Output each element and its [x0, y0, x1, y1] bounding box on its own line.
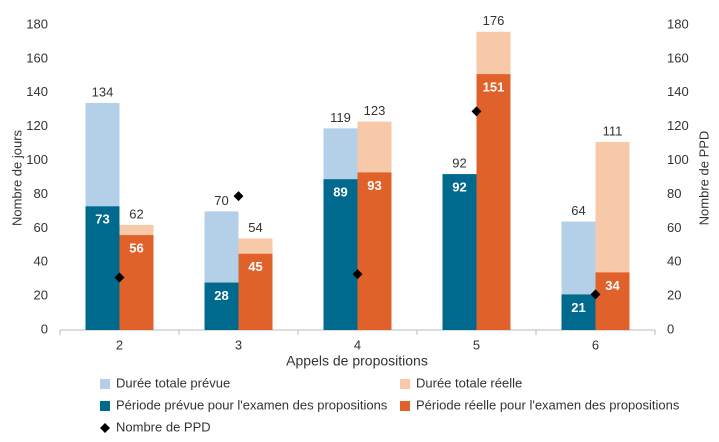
x-tick-label: 5 — [473, 337, 480, 352]
y-axis-title: Nombre de jours — [9, 129, 24, 226]
bar — [85, 206, 120, 330]
y2-tick-label: 120 — [667, 118, 689, 133]
legend-swatch — [100, 401, 110, 411]
total-label: 123 — [364, 103, 386, 118]
y-tick-label: 140 — [26, 84, 48, 99]
y2-tick-label: 80 — [667, 186, 681, 201]
ppd-marker — [352, 269, 363, 280]
total-label: 119 — [330, 110, 351, 125]
bar — [595, 272, 630, 330]
total-label: 70 — [214, 193, 228, 208]
legend-marker — [100, 423, 110, 433]
y-tick-label: 60 — [34, 220, 48, 235]
period-label: 92 — [452, 180, 466, 195]
legend-label: Période réelle pour l'examen des proposi… — [416, 397, 680, 412]
x-tick-label: 6 — [592, 337, 599, 352]
total-label: 111 — [603, 123, 623, 138]
period-label: 151 — [483, 80, 505, 95]
y-tick-label: 0 — [41, 321, 48, 336]
period-label: 93 — [367, 178, 381, 193]
ppd-marker — [590, 289, 601, 300]
period-label: 45 — [248, 259, 262, 274]
x-tick-label: 4 — [354, 337, 361, 352]
y-tick-label: 160 — [26, 50, 48, 65]
y2-tick-label: 40 — [667, 254, 681, 269]
x-tick-label: 3 — [235, 337, 242, 352]
period-label: 73 — [95, 212, 109, 227]
x-tick-label: 2 — [116, 337, 123, 352]
bar — [204, 282, 239, 330]
bar — [442, 174, 477, 330]
period-label: 28 — [214, 288, 228, 303]
legend-label: Durée totale réelle — [416, 375, 522, 390]
y2-tick-label: 160 — [667, 50, 689, 65]
legend-swatch — [100, 379, 110, 389]
total-label: 92 — [452, 156, 466, 171]
y2-tick-label: 180 — [667, 16, 689, 31]
y2-tick-label: 0 — [667, 321, 674, 336]
bar — [238, 253, 273, 330]
ppd-marker — [114, 272, 125, 283]
y-tick-label: 80 — [34, 186, 48, 201]
legend-swatch — [400, 379, 410, 389]
period-label: 34 — [605, 278, 620, 293]
y2-tick-label: 20 — [667, 288, 681, 303]
total-label: 62 — [129, 206, 143, 221]
y-tick-label: 100 — [26, 152, 48, 167]
y-tick-label: 40 — [34, 254, 48, 269]
bar — [357, 172, 392, 330]
bar — [119, 235, 154, 330]
y-tick-label: 180 — [26, 16, 48, 31]
y2-tick-label: 60 — [667, 220, 681, 235]
legend-label: Nombre de PPD — [116, 419, 211, 434]
period-label: 56 — [129, 241, 143, 256]
ppd-marker — [233, 191, 244, 202]
period-label: 89 — [333, 185, 347, 200]
legend-swatch — [400, 401, 410, 411]
total-label: 134 — [92, 84, 114, 99]
total-label: 64 — [571, 203, 585, 218]
bar — [561, 294, 596, 330]
total-label: 176 — [483, 13, 505, 28]
y2-axis-title: Nombre de PPD — [696, 131, 711, 226]
y2-tick-label: 100 — [667, 152, 689, 167]
y-tick-label: 120 — [26, 118, 48, 133]
y-tick-label: 20 — [34, 288, 48, 303]
x-axis-title: Appels de propositions — [286, 353, 428, 369]
total-label: 54 — [248, 220, 262, 235]
legend-label: Période prévue pour l'examen des proposi… — [116, 397, 388, 412]
bar — [323, 179, 358, 330]
bar — [476, 74, 511, 330]
period-label: 21 — [571, 300, 585, 315]
ppd-marker — [471, 106, 482, 117]
legend-label: Durée totale prévue — [116, 375, 230, 390]
y2-tick-label: 140 — [667, 84, 689, 99]
